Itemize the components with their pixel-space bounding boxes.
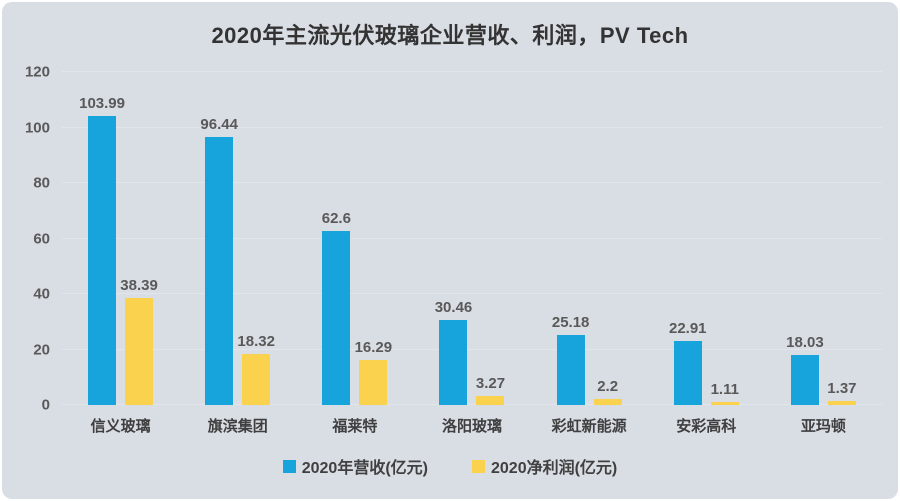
revenue-bar: 30.46 <box>435 299 472 405</box>
gridline <box>62 182 882 183</box>
profit-value-label: 2.2 <box>597 377 619 395</box>
y-axis-tick-label: 40 <box>33 285 50 303</box>
profit-bar: 3.27 <box>476 375 505 405</box>
bar-group: 25.18 2.2 <box>531 72 648 405</box>
legend-label: 2020年营收(亿元) <box>301 460 428 477</box>
y-axis-tick-label: 120 <box>24 63 50 81</box>
category-label: 福莱特 <box>332 418 378 435</box>
y-axis-tick-label: 100 <box>24 119 50 136</box>
revenue-value-label: 30.46 <box>434 299 473 317</box>
gridline <box>62 348 882 350</box>
bar-group: 30.46 3.27 <box>413 72 530 405</box>
bar-group: 62.6 16.29 <box>296 72 413 405</box>
y-axis-tick-label: 0 <box>41 396 50 414</box>
bar-groups: 103.99 38.39 96.44 18.32 62.6 16.29 30.46 3.27 2… <box>62 72 882 405</box>
profit-value-label: 38.39 <box>120 277 158 295</box>
revenue-bar: 62.6 <box>322 210 351 405</box>
profit-bar: 16.29 <box>355 339 392 405</box>
gridline <box>62 237 882 239</box>
revenue-value-label: 22.91 <box>668 320 707 338</box>
profit-bar: 1.37 <box>827 380 857 405</box>
profit-value-label: 1.37 <box>827 380 857 398</box>
bar-group: 22.91 1.11 <box>648 72 765 405</box>
bar-group: 18.03 1.37 <box>765 72 882 405</box>
profit-legend-swatch-icon <box>472 459 485 473</box>
gridline <box>62 71 882 72</box>
profit-bar: 2.2 <box>593 378 622 405</box>
revenue-bar: 96.44 <box>200 116 238 405</box>
gridline <box>62 126 882 128</box>
revenue-value-label: 25.18 <box>551 314 590 332</box>
category-label: 旗滨集团 <box>207 418 268 435</box>
profit-value-label: 18.32 <box>237 333 275 351</box>
legend-item: 2020年营收(亿元) <box>282 454 428 478</box>
revenue-bar: 22.91 <box>669 320 707 405</box>
profit-value-label: 1.11 <box>710 380 739 398</box>
profit-bar: 38.39 <box>120 277 158 405</box>
legend-item: 2020净利润(亿元) <box>472 454 617 478</box>
category-label: 安彩高科 <box>676 418 737 435</box>
category-label: 亚玛顿 <box>800 418 846 435</box>
chart-title: 2020年主流光伏玻璃企业营收、利润，PV Tech <box>211 23 689 48</box>
y-axis-tick-label: 20 <box>33 341 50 358</box>
category-label: 洛阳玻璃 <box>441 418 502 435</box>
revenue-value-label: 62.6 <box>321 210 351 228</box>
plot-area: 0 20 40 60 80 100 120 103.99 38.39 96.44 18.32 62.… <box>25 64 882 414</box>
revenue-bar: 25.18 <box>552 314 589 405</box>
category-label: 彩虹新能源 <box>551 418 627 435</box>
category-label: 信义玻璃 <box>90 418 151 435</box>
legend-label: 2020净利润(亿元) <box>491 460 618 477</box>
revenue-value-label: 103.99 <box>79 95 126 113</box>
y-axis-tick-label: 80 <box>33 174 50 192</box>
revenue-bar: 18.03 <box>786 334 824 405</box>
revenue-value-label: 18.03 <box>786 333 824 351</box>
gridline <box>62 293 882 294</box>
profit-value-label: 3.27 <box>475 374 506 392</box>
revenue-value-label: 96.44 <box>200 116 238 134</box>
bar-group: 96.44 18.32 <box>179 72 296 405</box>
profit-bar: 1.11 <box>711 381 739 405</box>
revenue-bar: 103.99 <box>79 95 125 405</box>
y-axis-tick-label: 60 <box>33 230 50 247</box>
bar-group: 103.99 38.39 <box>62 72 179 405</box>
legend: 2020年营收(亿元) 2020净利润(亿元) <box>2 454 898 478</box>
revenue-legend-swatch-icon <box>282 459 296 473</box>
profit-bar: 18.32 <box>237 333 275 405</box>
gridline <box>62 404 882 405</box>
profit-value-label: 16.29 <box>354 338 393 356</box>
category-axis: 信义玻璃 旗滨集团 福莱特 洛阳玻璃 彩虹新能源 安彩高科 亚玛顿 <box>62 415 882 436</box>
